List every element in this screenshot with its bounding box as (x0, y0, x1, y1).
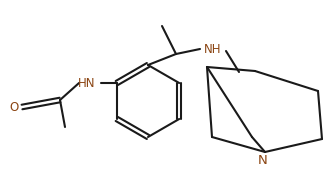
Text: HN: HN (77, 76, 95, 90)
Text: NH: NH (204, 42, 221, 55)
Text: O: O (9, 100, 19, 113)
Text: N: N (258, 154, 268, 168)
